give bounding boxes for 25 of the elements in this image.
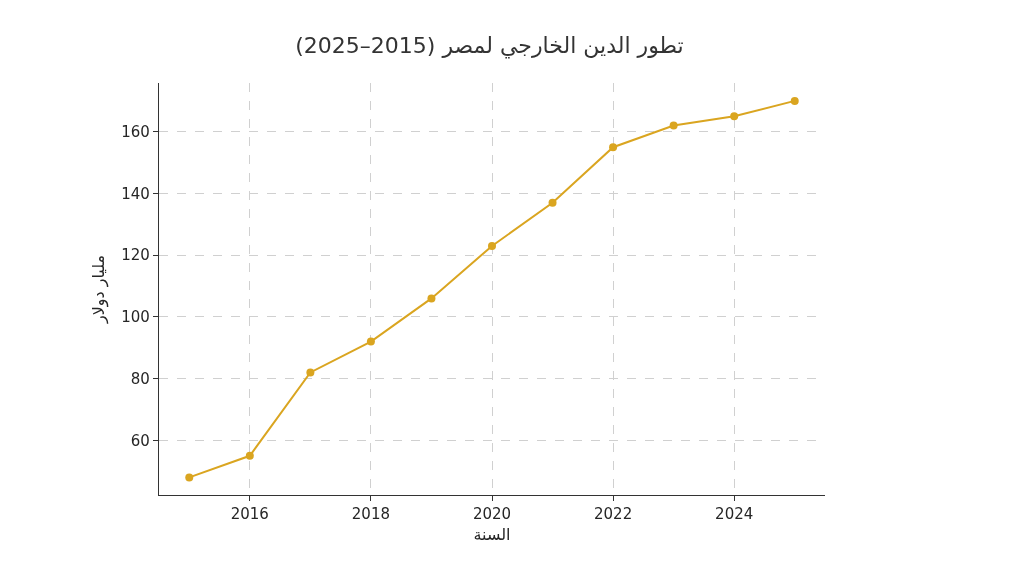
- y-tick-label: 140: [121, 184, 150, 203]
- point: [790, 96, 799, 105]
- chart-title: تطور الدين الخارجي لمصر (2015–2025): [295, 32, 684, 59]
- point: [548, 198, 557, 207]
- y-tick-label: 100: [121, 308, 150, 327]
- point: [730, 112, 739, 121]
- point: [669, 121, 678, 130]
- point: [306, 368, 315, 377]
- point: [185, 473, 194, 482]
- x-axis-title: السنة: [473, 524, 511, 544]
- x-tick-label: 2016: [230, 505, 269, 524]
- y-tick-label: 120: [121, 246, 150, 265]
- point: [488, 241, 496, 250]
- x-tick-label: 2022: [594, 505, 633, 524]
- y-tick-label: 160: [121, 123, 150, 142]
- point: [366, 337, 375, 346]
- x-tick-label: 2020: [472, 505, 512, 524]
- y-tick-label: 80: [130, 369, 150, 388]
- y-tick-label: 60: [130, 431, 150, 450]
- y-axis-title: مليار دولار: [89, 254, 110, 325]
- point: [245, 451, 254, 460]
- point: [609, 143, 618, 152]
- x-tick-label: 2024: [715, 505, 754, 524]
- x-tick-label: 2018: [351, 505, 390, 524]
- point: [427, 294, 436, 303]
